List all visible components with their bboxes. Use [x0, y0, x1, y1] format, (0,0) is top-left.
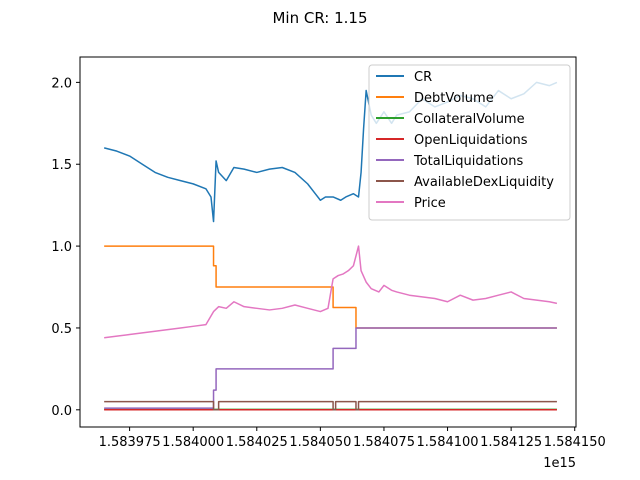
series-line-availabledexliquidity: [104, 400, 557, 411]
x-tick-label: 1.584025: [226, 435, 288, 450]
legend-label: AvailableDexLiquidity: [414, 175, 554, 190]
legend-label: Price: [414, 196, 446, 211]
x-tick-label: 1.584150: [544, 435, 606, 450]
x-tick-label: 1.584050: [289, 435, 351, 450]
legend-label: CR: [414, 70, 432, 85]
legend-label: OpenLiquidations: [414, 133, 528, 148]
x-tick-label: 1.584100: [417, 435, 479, 450]
x-axis: 1.583975 1.584000 1.584025 1.584050 1.584075…: [99, 427, 606, 450]
y-axis: 0.0 0.5 1.0 1.5 2.0: [51, 76, 80, 419]
legend-label: CollateralVolume: [414, 112, 525, 127]
series-line-totalliquidations: [104, 327, 557, 409]
x-tick-label: 1.584125: [480, 435, 542, 450]
series-line-debtvolume: [104, 245, 557, 329]
y-tick-label: 0.5: [51, 322, 72, 337]
series-line-price: [104, 245, 558, 339]
x-offset-label: 1e15: [543, 456, 576, 471]
legend: CR DebtVolume CollateralVolume OpenLiquidat…: [368, 64, 571, 221]
x-tick-label: 1.583975: [99, 435, 161, 450]
x-tick-label: 1.584000: [162, 435, 224, 450]
y-tick-label: 1.5: [51, 158, 72, 173]
legend-label: TotalLiquidations: [413, 154, 523, 169]
x-tick-label: 1.584075: [353, 435, 415, 450]
y-tick-label: 1.0: [51, 240, 72, 255]
series-layer: [103, 81, 558, 411]
chart-title: Min CR: 1.15: [272, 9, 367, 27]
axes-frame: [79, 56, 577, 428]
legend-box: [368, 64, 571, 221]
y-tick-label: 2.0: [51, 76, 72, 91]
y-tick-label: 0.0: [51, 404, 72, 419]
legend-label: DebtVolume: [414, 91, 494, 106]
